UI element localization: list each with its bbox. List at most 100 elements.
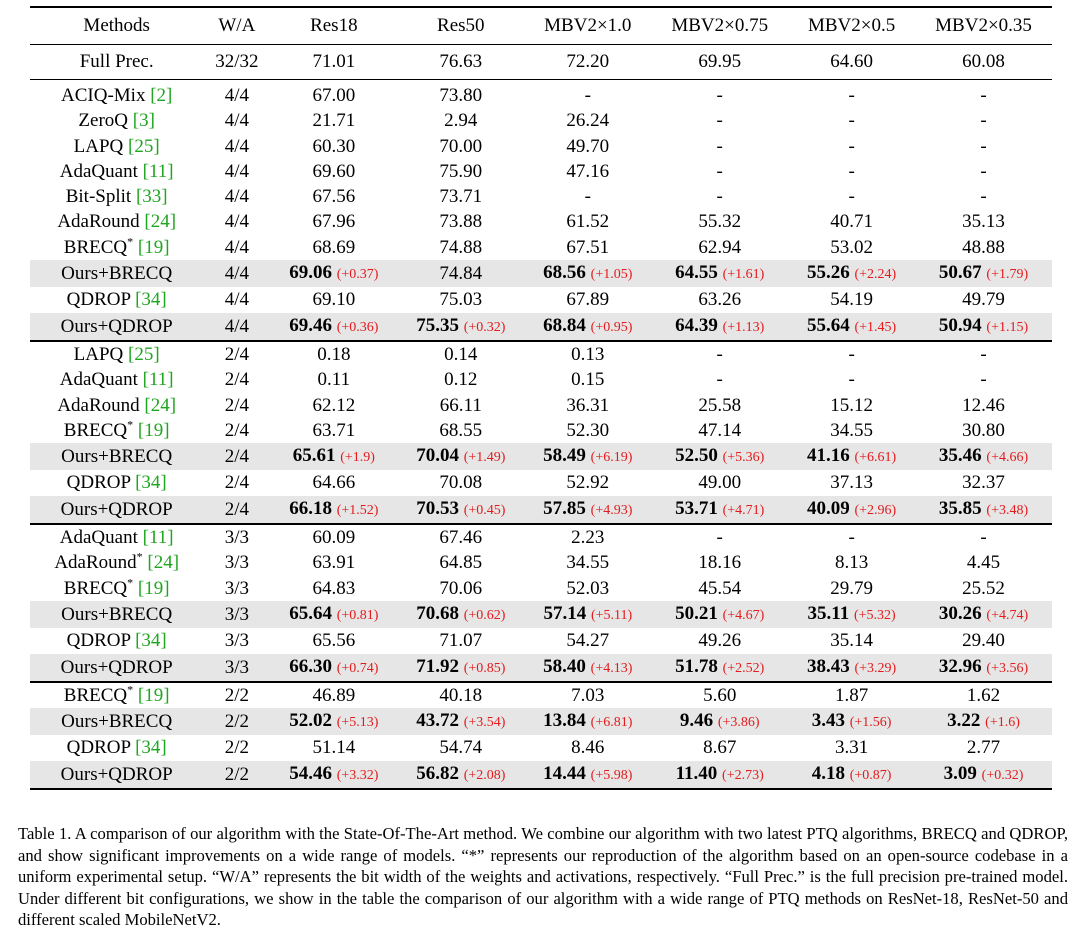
cell-value: 40.18: [439, 684, 483, 706]
reproduction-mark: *: [127, 682, 134, 697]
cell-value: 0.14: [444, 343, 478, 365]
cell-value: -: [716, 135, 723, 157]
table-cell: 64.55 (+1.61): [651, 260, 789, 288]
table-cell: 0.14: [397, 339, 525, 368]
improvement-delta: (+3.56): [986, 660, 1029, 676]
table-row: AdaQuant [11] 4/4 69.60 75.90 47.16 - - -: [30, 159, 1052, 184]
table-cell: -: [651, 523, 789, 551]
table-row: BRECQ* [19] 2/2 46.89 40.18 7.03 5.60 1.87 1.62: [30, 680, 1052, 709]
improvement-delta: (+6.61): [854, 450, 897, 466]
table-cell: 67.46: [397, 523, 525, 551]
cell-value: 15.12: [830, 394, 873, 416]
table-cell: 52.30: [524, 418, 651, 443]
improvement-delta: (+4.71): [722, 502, 765, 518]
cell-value: 0.12: [444, 369, 478, 391]
cell-value: 55.32: [698, 211, 742, 233]
table-cell: 54.19: [788, 287, 915, 312]
improvement-delta: (+0.32): [463, 319, 506, 335]
table-cell: 71.92 (+0.85): [397, 653, 525, 682]
table-cell: 65.64 (+0.81): [270, 600, 398, 629]
cell-value: 69.10: [312, 289, 356, 311]
wa-cell: 3/3: [224, 577, 249, 599]
cell-value: 70.00: [439, 135, 483, 157]
table-cell: 61.52: [524, 209, 651, 234]
cell-value: 64.83: [312, 577, 356, 599]
table-cell: 32/32: [215, 51, 259, 73]
table-cell: 34.55: [788, 418, 915, 443]
wa-cell: 2/2: [224, 737, 249, 759]
table-cell: 36.31: [524, 393, 651, 418]
table-cell: 64.83: [270, 576, 397, 601]
cell-value: 54.46: [289, 762, 332, 784]
cell-value: 1.87: [834, 684, 869, 706]
cell-value: 73.71: [439, 186, 483, 208]
cell-value: 65.64: [289, 602, 332, 624]
table-cell: 34.55: [524, 550, 651, 575]
cell-value: 61.52: [566, 211, 610, 233]
table-cell: 0.12: [397, 367, 524, 392]
table-cell: 63.71: [270, 418, 397, 443]
wa-cell: 3/3: [224, 630, 249, 652]
cell-value: -: [848, 110, 855, 132]
table-row: ZeroQ [3] 4/4 21.71 2.94 26.24 - - -: [30, 108, 1052, 133]
table-cell: 65.56: [270, 628, 397, 653]
cell-value: 53.02: [830, 236, 873, 258]
method-name: AdaQuant: [59, 527, 138, 549]
table-row: AdaRound* [24] 3/3 63.91 64.85 34.55 18.16 8.1…: [30, 550, 1052, 575]
method-cell: QDROP [34]: [30, 628, 203, 653]
table-cell: 64.85: [397, 550, 524, 575]
cell-value: 36.31: [566, 394, 610, 416]
cell-value: 2.77: [966, 737, 1001, 759]
table-cell: 69.60: [270, 159, 397, 184]
column-header: MBV2×0.75: [651, 6, 789, 45]
table-cell: 3.31: [788, 735, 915, 760]
method-name: AdaQuant: [59, 160, 138, 182]
table-cell: 41.16 (+6.61): [788, 443, 916, 471]
table-cell: -: [788, 339, 916, 368]
table-cell: -: [915, 184, 1052, 209]
cell-value: -: [716, 186, 723, 208]
method-name: LAPQ: [73, 343, 124, 365]
cell-value: 55.64: [806, 314, 850, 336]
cell-value: 54.27: [566, 630, 610, 652]
column-header: Res50: [397, 6, 525, 45]
table-row: QDROP [34] 2/4 64.66 70.08 52.92 49.00 37.13 32…: [30, 470, 1052, 495]
method-name: ZeroQ: [78, 110, 129, 132]
table-cell: 4.45: [915, 550, 1052, 575]
table-cell: 63.26: [651, 287, 788, 312]
improvement-delta: (+3.54): [463, 715, 506, 731]
table-row: ACIQ-Mix [2] 4/4 67.00 73.80- - - -: [30, 79, 1052, 109]
citation-ref: [19]: [137, 577, 170, 599]
table-cell: -: [651, 79, 789, 109]
wa-cell: 2/4: [203, 339, 271, 368]
improvement-delta: (+1.13): [722, 319, 765, 335]
table-row: AdaQuant [11] 3/3 60.09 67.46 2.23- - -: [30, 523, 1052, 551]
improvement-delta: (+5.32): [853, 607, 896, 623]
table-cell: 67.96: [270, 209, 397, 234]
table-cell: 75.90: [397, 159, 524, 184]
table-cell: 29.79: [788, 576, 915, 601]
cell-value: 48.88: [962, 236, 1005, 258]
cell-value: 75.90: [439, 160, 483, 182]
cell-value: 3.43: [811, 710, 845, 732]
table-cell: 68.55: [397, 418, 524, 443]
table-cell: 60.09: [270, 523, 398, 551]
method-cell: Ours+BRECQ: [30, 443, 204, 471]
table-cell: 3.22 (+1.6): [915, 708, 1052, 736]
cell-value: 66.18: [289, 497, 332, 519]
table-cell: 68.84 (+0.95): [524, 312, 652, 341]
reproduction-mark: *: [127, 575, 134, 590]
method-cell: BRECQ* [19]: [30, 235, 203, 260]
cell-value: 7.03: [571, 684, 605, 706]
wa-cell: 4/4: [203, 79, 271, 109]
reproduction-mark: *: [127, 417, 134, 432]
method-cell: BRECQ* [19]: [30, 576, 203, 601]
table-cell: 55.26 (+2.24): [788, 260, 916, 288]
cell-value: -: [980, 186, 987, 208]
cell-value: 68.55: [439, 419, 483, 441]
improvement-delta: (+5.98): [590, 767, 633, 783]
cell-value: 64.55: [675, 262, 718, 284]
wa-cell: 3/3: [203, 523, 271, 551]
method-cell: QDROP [34]: [30, 287, 203, 312]
table-row: BRECQ* [19] 4/4 68.69 74.88 67.51 62.94 53.02 4…: [30, 235, 1052, 260]
